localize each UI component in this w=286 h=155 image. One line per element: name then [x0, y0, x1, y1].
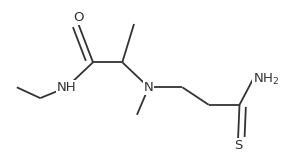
Text: N: N — [144, 81, 154, 94]
Text: S: S — [234, 139, 242, 152]
Text: O: O — [73, 11, 84, 24]
Text: NH: NH — [57, 81, 76, 94]
Text: NH$_2$: NH$_2$ — [253, 72, 279, 87]
